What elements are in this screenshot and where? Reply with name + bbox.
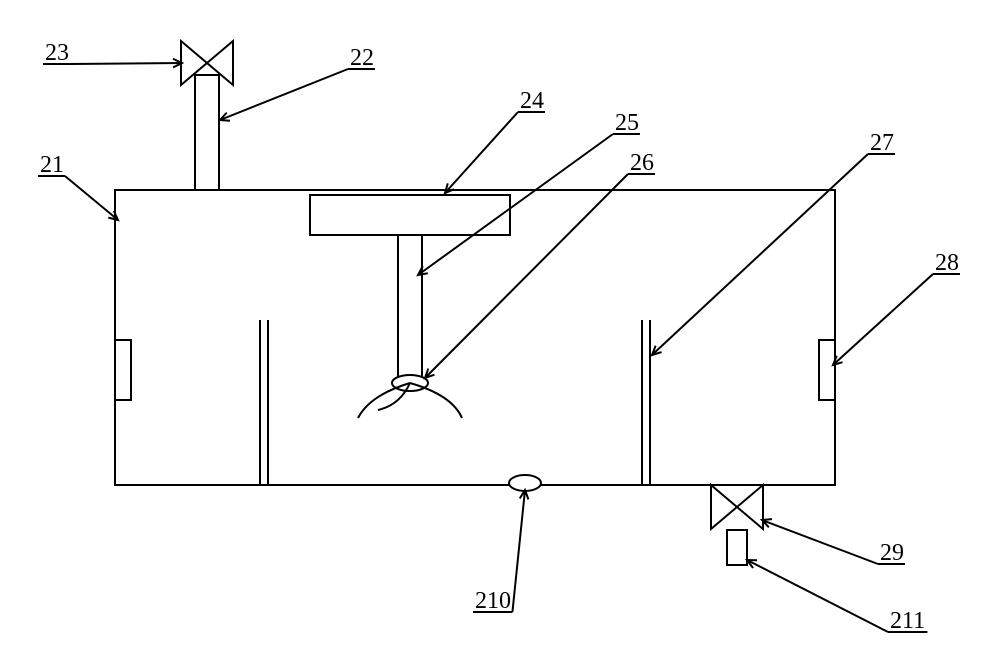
label-27: 27 <box>870 130 894 156</box>
label-28: 28 <box>935 250 959 276</box>
label-23: 23 <box>45 40 69 66</box>
outlet-valve <box>711 485 763 529</box>
side-port-right <box>819 340 835 400</box>
label-210: 210 <box>475 588 511 614</box>
inlet-pipe <box>195 75 219 190</box>
agitator-shaft <box>398 235 422 383</box>
label-25: 25 <box>615 110 639 136</box>
label-29: 29 <box>880 540 904 566</box>
label-211: 211 <box>890 608 925 634</box>
outlet-pipe <box>727 530 747 565</box>
side-port-left <box>115 340 131 400</box>
diagram-canvas: 21 22 23 24 25 26 27 28 29 210 211 <box>0 0 1000 650</box>
label-21: 21 <box>40 152 64 178</box>
label-22: 22 <box>350 45 374 71</box>
label-24: 24 <box>520 88 544 114</box>
label-26: 26 <box>630 150 654 176</box>
